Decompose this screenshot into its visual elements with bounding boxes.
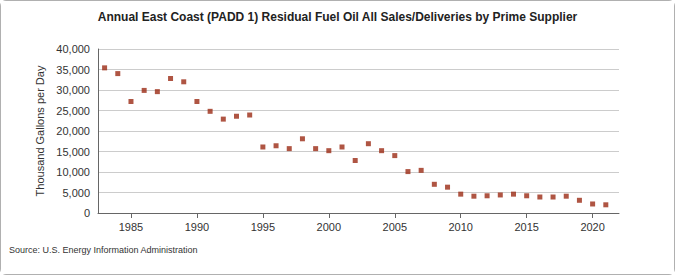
svg-text:40,000: 40,000 [56,43,90,55]
svg-text:1985: 1985 [119,221,143,233]
svg-text:30,000: 30,000 [56,84,90,96]
svg-text:20,000: 20,000 [56,125,90,137]
svg-text:35,000: 35,000 [56,64,90,76]
svg-text:1995: 1995 [251,221,275,233]
svg-text:Thousand Gallons per Day: Thousand Gallons per Day [34,65,46,196]
svg-text:15,000: 15,000 [56,146,90,158]
svg-text:2010: 2010 [448,221,472,233]
svg-text:10,000: 10,000 [56,166,90,178]
svg-text:Annual East Coast (PADD 1) Res: Annual East Coast (PADD 1) Residual Fuel… [98,10,578,24]
svg-text:Source: U.S. Energy Informatio: Source: U.S. Energy Information Administ… [9,245,198,255]
svg-text:2000: 2000 [317,221,341,233]
svg-text:5,000: 5,000 [62,187,90,199]
svg-text:1990: 1990 [185,221,209,233]
svg-text:2020: 2020 [580,221,604,233]
svg-text:2015: 2015 [514,221,538,233]
svg-text:25,000: 25,000 [56,105,90,117]
svg-text:2005: 2005 [383,221,407,233]
svg-text:0: 0 [84,207,90,219]
